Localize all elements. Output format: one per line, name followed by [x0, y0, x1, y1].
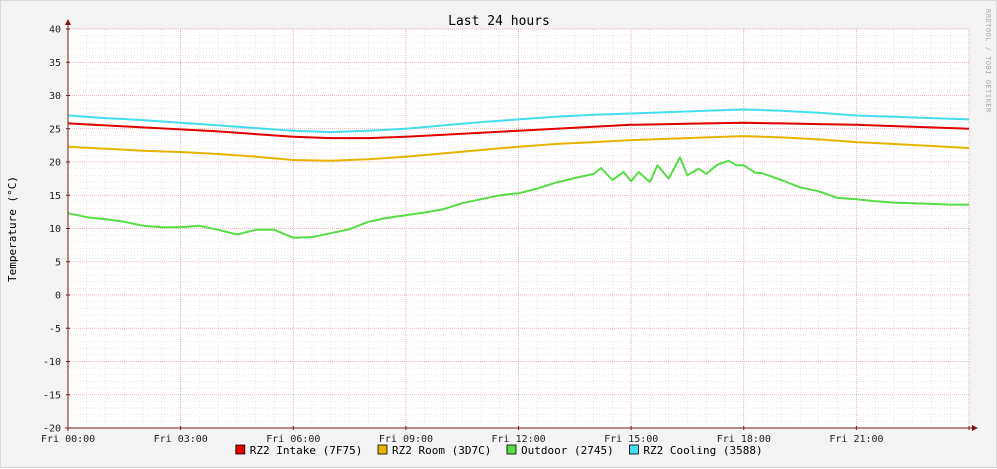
x-tick-label: Fri 12:00: [492, 434, 546, 445]
legend-swatch-1: [377, 444, 388, 455]
legend-label-1: RZ2 Room (3D7C): [392, 444, 491, 457]
x-tick-label: Fri 18:00: [717, 434, 771, 445]
x-tick-label: Fri 15:00: [604, 434, 658, 445]
legend-label-0: RZ2 Intake (7F75): [250, 444, 363, 457]
y-tick-label: -20: [43, 424, 61, 435]
series-line-3: [67, 108, 970, 134]
chart-title: Last 24 hours: [448, 14, 550, 29]
y-tick-label: 15: [49, 191, 61, 202]
y-tick-label: 30: [49, 91, 61, 102]
x-tick-label: Fri 21:00: [829, 434, 883, 445]
axes: [65, 19, 978, 431]
y-tick-label: 20: [49, 158, 61, 169]
y-tick-label: 10: [49, 224, 61, 235]
y-tick-label: 0: [55, 291, 61, 302]
legend-label-3: RZ2 Cooling (3588): [643, 444, 762, 457]
legend-swatch-0: [235, 444, 246, 455]
series-line-1: [67, 135, 970, 162]
legend: RZ2 Intake (7F75) RZ2 Room (3D7C) Outdoor …: [235, 444, 763, 457]
legend-swatch-2: [506, 444, 517, 455]
x-tick-label: Fri 06:00: [266, 434, 320, 445]
y-tick-label: 35: [49, 58, 61, 69]
grid: [67, 28, 970, 429]
legend-label-2: Outdoor (2745): [521, 444, 614, 457]
y-tick-label: -15: [43, 390, 61, 401]
watermark: RRDTOOL / TOBI OETIKER: [984, 9, 992, 113]
x-axis-arrow: [972, 425, 978, 431]
x-tick-label: Fri 09:00: [379, 434, 433, 445]
y-tick-labels: 40 35 30 25 20 15 10 5 0 -5 -10 -15 -20: [43, 25, 61, 435]
series-layer: [67, 108, 970, 239]
y-axis-label: Temperature (°C): [6, 176, 19, 282]
y-tick-label: 25: [49, 124, 61, 135]
x-tick-labels: Fri 00:00 Fri 03:00 Fri 06:00 Fri 09:00 Fri …: [41, 434, 884, 445]
y-tick-label: 40: [49, 25, 61, 36]
y-tick-label: -10: [43, 357, 61, 368]
y-axis-arrow: [65, 19, 71, 25]
legend-swatch-3: [629, 444, 639, 455]
x-tick-label: Fri 00:00: [41, 434, 95, 445]
y-tick-label: -5: [49, 324, 61, 335]
x-tick-label: Fri 03:00: [154, 434, 208, 445]
y-tick-label: 5: [55, 257, 61, 268]
series-line-2: [67, 156, 969, 239]
series-line-0: [67, 121, 970, 140]
